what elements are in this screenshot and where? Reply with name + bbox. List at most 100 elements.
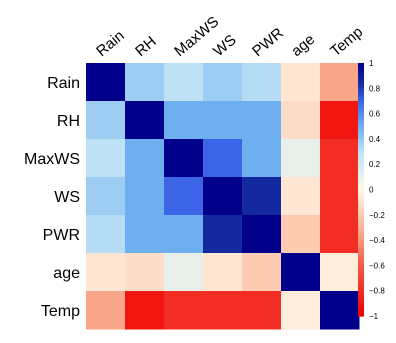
colorbar-segment <box>358 151 364 155</box>
cell-pwr-ws <box>203 215 243 254</box>
colorbar-segment <box>358 288 364 292</box>
column-label-ws: WS <box>210 32 239 61</box>
colorbar-segment <box>358 149 364 153</box>
colorbar-tick-label: −1 <box>369 312 379 321</box>
colorbar-segment <box>358 224 364 229</box>
cell-temp-temp <box>320 291 360 330</box>
colorbar-segment <box>358 229 364 234</box>
colorbar-segment <box>358 133 364 137</box>
colorbar-segment <box>358 214 364 218</box>
cell-rain-maxws <box>164 63 204 102</box>
colorbar-segment <box>358 303 364 307</box>
cell-pwr-maxws <box>164 215 204 254</box>
cell-maxws-ws <box>203 139 243 178</box>
cell-age-maxws <box>164 253 204 292</box>
cell-age-pwr <box>242 253 282 292</box>
colorbar-segment <box>358 85 364 89</box>
colorbar-segment <box>358 118 364 122</box>
colorbar-segment <box>358 252 364 256</box>
colorbar-segment <box>358 106 364 110</box>
colorbar-segment <box>358 78 364 82</box>
colorbar-segment <box>358 126 364 130</box>
colorbar-tick-label: 1 <box>369 59 374 68</box>
colorbar-segment <box>358 270 364 274</box>
cell-maxws-rh <box>125 139 165 178</box>
colorbar-segment <box>358 83 364 87</box>
row-label-age: age <box>53 265 80 282</box>
row-labels: Rain RH MaxWS WS PWR age Temp <box>24 75 80 320</box>
colorbar-segment <box>358 194 364 198</box>
colorbar-segment <box>358 199 364 203</box>
colorbar-segment <box>358 113 364 117</box>
colorbar-segment <box>358 161 364 165</box>
colorbar-segment <box>358 121 364 125</box>
cell-age-temp <box>320 253 360 292</box>
colorbar-segment <box>358 93 364 97</box>
row-label-maxws: MaxWS <box>24 151 80 168</box>
colorbar-segment <box>358 103 364 107</box>
colorbar-segment <box>358 245 364 249</box>
colorbar-segment <box>358 260 364 264</box>
cell-ws-temp <box>320 177 360 216</box>
colorbar-segment <box>358 305 364 310</box>
colorbar-segment <box>358 156 364 160</box>
column-label-age: age <box>288 31 318 60</box>
colorbar-segment <box>358 222 364 226</box>
colorbar-segment <box>358 242 364 246</box>
column-label-rain: Rain <box>93 27 128 60</box>
cell-ws-pwr <box>242 177 282 216</box>
cell-rh-pwr <box>242 101 282 140</box>
colorbar-tick-label: 0 <box>369 186 374 195</box>
colorbar-segment <box>358 295 364 299</box>
colorbar-segment <box>358 235 364 239</box>
colorbar-segment <box>358 207 364 211</box>
colorbar-segment <box>358 136 364 140</box>
colorbar-segment <box>358 285 364 289</box>
colorbar-segment <box>358 174 364 178</box>
cell-rain-rain <box>86 63 126 102</box>
cell-rh-age <box>281 101 321 140</box>
cell-pwr-temp <box>320 215 360 254</box>
colorbar-segment <box>358 186 364 191</box>
colorbar-segment <box>358 181 364 186</box>
colorbar-segment <box>358 212 364 216</box>
cell-age-rh <box>125 253 165 292</box>
colorbar-segment <box>358 176 364 180</box>
colorbar-segment <box>358 255 364 259</box>
colorbar-segment <box>358 250 364 254</box>
colorbar-segment <box>358 111 364 115</box>
colorbar-segment <box>358 232 364 236</box>
cell-rh-maxws <box>164 101 204 140</box>
cell-pwr-age <box>281 215 321 254</box>
colorbar-segment <box>358 166 364 170</box>
cell-rh-ws <box>203 101 243 140</box>
colorbar-segment <box>358 202 364 206</box>
colorbar <box>358 63 364 317</box>
colorbar-segment <box>358 128 364 132</box>
colorbar-segment <box>358 265 364 269</box>
cell-ws-rain <box>86 177 126 216</box>
colorbar-tick-label: −0.8 <box>369 287 385 296</box>
colorbar-segment <box>358 209 364 213</box>
cell-ws-ws <box>203 177 243 216</box>
row-label-ws: WS <box>54 189 80 206</box>
cell-maxws-temp <box>320 139 360 178</box>
colorbar-segment <box>358 116 364 120</box>
cell-pwr-pwr <box>242 215 282 254</box>
cell-temp-age <box>281 291 321 330</box>
colorbar-segment <box>358 171 364 175</box>
colorbar-segment <box>358 88 364 92</box>
colorbar-segment <box>358 272 364 277</box>
colorbar-tick-label: 0.8 <box>369 84 381 93</box>
colorbar-ticks: 1 0.8 0.6 0.4 0.2 0 −0.2 −0.4 −0.6 −0.8 −1 <box>369 59 385 321</box>
cell-temp-pwr <box>242 291 282 330</box>
colorbar-segment <box>358 65 364 69</box>
colorbar-segment <box>358 280 364 284</box>
cell-pwr-rh <box>125 215 165 254</box>
colorbar-segment <box>358 141 364 145</box>
colorbar-segment <box>358 275 364 279</box>
colorbar-segment <box>358 80 364 84</box>
colorbar-tick-label: 0.6 <box>369 110 381 119</box>
colorbar-segment <box>358 179 364 183</box>
